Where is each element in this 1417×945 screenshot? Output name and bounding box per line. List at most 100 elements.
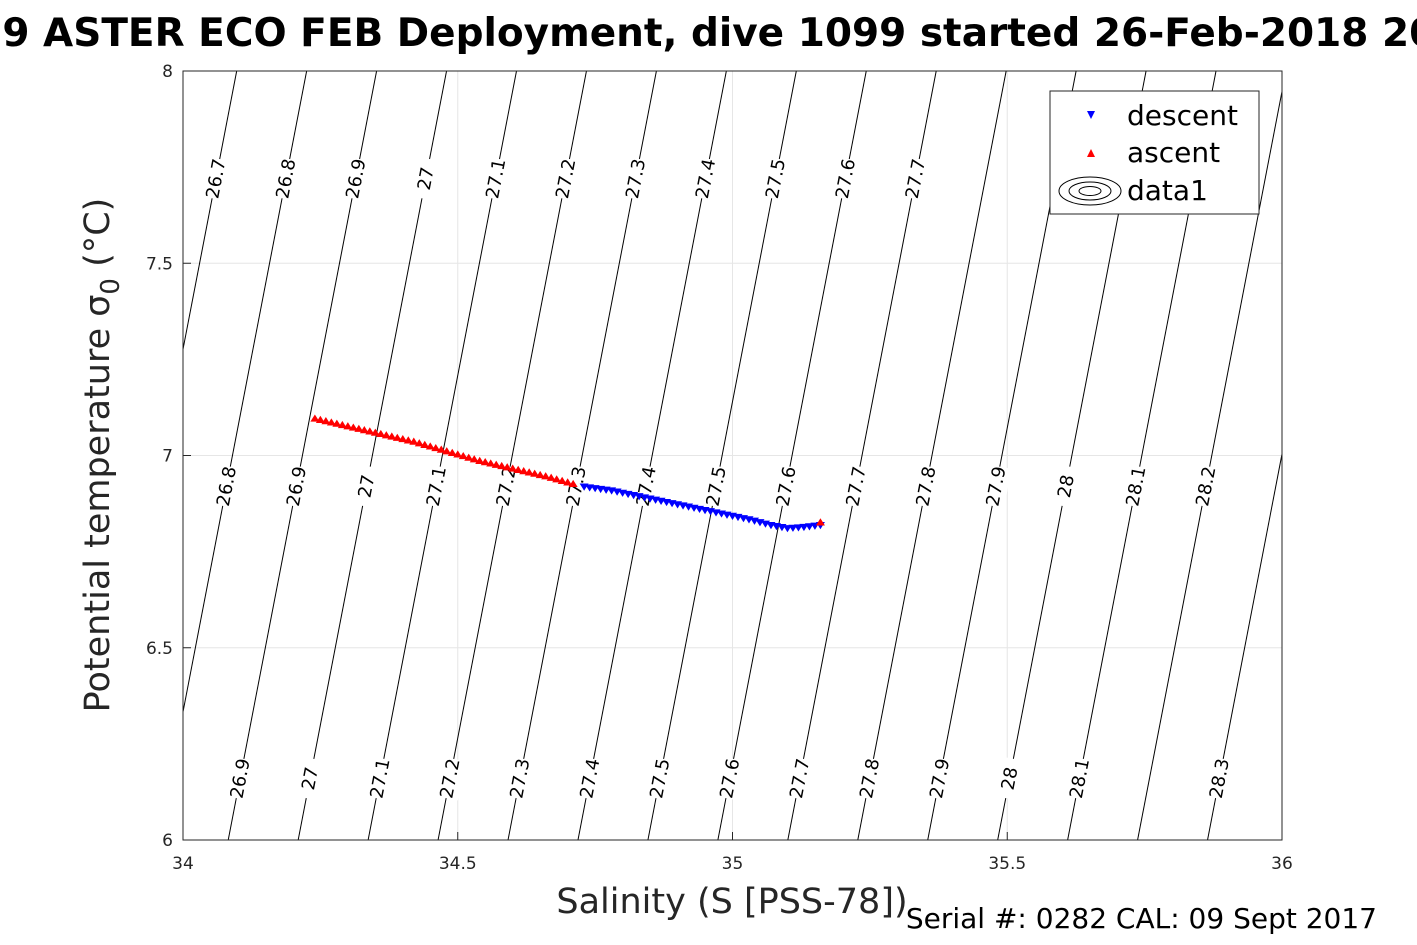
series-descent bbox=[579, 483, 825, 533]
ascent-marker bbox=[425, 442, 435, 450]
isopycnal-line bbox=[437, 71, 587, 840]
y-tick-label: 7.5 bbox=[146, 254, 173, 274]
x-tick-label: 34.5 bbox=[439, 854, 477, 874]
isopycnal-line bbox=[297, 71, 448, 840]
contour-label-bg bbox=[1203, 756, 1235, 801]
legend-data1-label: data1 bbox=[1127, 174, 1208, 207]
ascent-marker bbox=[568, 479, 578, 488]
contour-label-bg bbox=[1050, 464, 1082, 509]
ascent-marker bbox=[546, 473, 556, 481]
ascent-marker bbox=[414, 439, 424, 447]
ascent-marker bbox=[541, 472, 551, 480]
ascent-marker bbox=[376, 429, 386, 438]
descent-marker bbox=[799, 523, 809, 532]
ascent-marker bbox=[519, 467, 529, 475]
contour-label: 26.8 bbox=[213, 465, 241, 508]
contour-label-bg bbox=[644, 756, 676, 801]
y-axis-label-subscript: 0 bbox=[96, 278, 126, 295]
contour-label: 27.9 bbox=[926, 757, 954, 800]
ascent-marker bbox=[310, 414, 320, 422]
isopycnal-line bbox=[787, 71, 937, 840]
contour-label-bg bbox=[280, 464, 313, 509]
ascent-marker bbox=[420, 440, 430, 448]
ascent-marker bbox=[447, 448, 457, 456]
ascent-marker bbox=[365, 427, 375, 435]
contour-label-bg bbox=[993, 756, 1026, 801]
contour-label: 27.3 bbox=[506, 757, 534, 800]
contour-label-bg bbox=[350, 464, 382, 509]
contour-label-bg bbox=[1120, 464, 1152, 509]
contour-label-bg bbox=[784, 756, 816, 801]
isopycnal-line bbox=[367, 71, 517, 840]
y-axis-label: Potential temperature σ0 (°C) bbox=[78, 198, 126, 713]
contour-label-bg bbox=[364, 756, 396, 801]
contour-label: 27.6 bbox=[832, 157, 860, 200]
y-tick-label: 7 bbox=[162, 447, 173, 467]
data-series bbox=[310, 414, 825, 533]
isopycnal-line bbox=[577, 71, 727, 840]
contour-label: 27.2 bbox=[552, 157, 580, 200]
ascent-marker bbox=[315, 415, 325, 423]
contour-label: 27.4 bbox=[692, 157, 720, 200]
ascent-marker bbox=[464, 453, 474, 461]
contour-label: 28.2 bbox=[1192, 465, 1220, 508]
contour-label-bg bbox=[829, 156, 862, 201]
contour-label: 27.7 bbox=[842, 465, 870, 508]
descent-marker bbox=[788, 524, 798, 532]
contour-label-bg bbox=[714, 756, 746, 801]
ascent-marker bbox=[354, 424, 364, 432]
legend-descent-marker bbox=[1087, 111, 1095, 119]
contour-label-bg bbox=[420, 464, 452, 509]
serial-calibration-footer: Serial #: 0282 CAL: 09 Sept 2017 bbox=[906, 902, 1377, 935]
y-axis-label-unit: (°C) bbox=[78, 198, 118, 278]
contour-label-bg bbox=[200, 156, 232, 201]
legend-contour-icon bbox=[1058, 176, 1122, 206]
ascent-marker bbox=[563, 478, 573, 486]
contour-label-bg bbox=[574, 756, 606, 801]
y-axis-label-main: Potential temperature σ bbox=[78, 295, 118, 713]
contour-label: 27.6 bbox=[773, 465, 801, 508]
contour-label-bg bbox=[620, 156, 652, 201]
contour-label: 27.3 bbox=[622, 157, 650, 200]
isopycnal-line bbox=[857, 71, 1007, 840]
ascent-marker bbox=[343, 422, 353, 430]
ascent-marker bbox=[486, 459, 496, 467]
contour-label: 28 bbox=[998, 765, 1023, 791]
x-tick-label: 36 bbox=[1271, 854, 1293, 874]
ascent-marker bbox=[403, 436, 413, 444]
contour-label: 27.5 bbox=[703, 465, 731, 508]
axis-ticks: 34 34.5 35 35.5 36 6 6.5 7 7.5 8 bbox=[146, 62, 1293, 874]
ascent-marker bbox=[326, 418, 336, 426]
contour-label: 27.1 bbox=[423, 465, 451, 508]
ascent-marker bbox=[409, 437, 419, 445]
ascent-marker bbox=[497, 461, 507, 470]
ascent-marker bbox=[370, 428, 380, 436]
ascent-marker bbox=[530, 469, 540, 477]
contour-label: 27.5 bbox=[762, 157, 790, 200]
contour-label: 28.3 bbox=[1206, 757, 1234, 800]
ascent-marker bbox=[381, 431, 391, 439]
series-ascent bbox=[310, 414, 825, 526]
contour-label: 27.7 bbox=[902, 157, 930, 200]
contour-label: 27.8 bbox=[912, 465, 940, 508]
contour-label: 27.9 bbox=[982, 465, 1010, 508]
contour-label-bg bbox=[480, 156, 512, 201]
contour-label-bg bbox=[504, 756, 536, 801]
contour-label: 27.1 bbox=[482, 157, 510, 200]
contour-label: 27 bbox=[414, 166, 439, 192]
isopycnal-line bbox=[227, 71, 378, 840]
contour-label: 28 bbox=[1054, 473, 1079, 499]
ascent-marker bbox=[557, 476, 567, 484]
ascent-marker bbox=[321, 417, 331, 425]
ascent-marker bbox=[431, 443, 441, 452]
ascent-marker bbox=[453, 450, 463, 458]
contour-label: 26.9 bbox=[342, 157, 370, 200]
contour-label-bg bbox=[854, 756, 886, 801]
contour-label-bg bbox=[434, 756, 466, 801]
contour-label: 27.2 bbox=[436, 757, 464, 800]
contour-label: 27 bbox=[298, 765, 323, 791]
ascent-marker bbox=[458, 451, 468, 460]
contour-label: 28.1 bbox=[1066, 757, 1094, 800]
ascent-marker bbox=[469, 455, 479, 463]
